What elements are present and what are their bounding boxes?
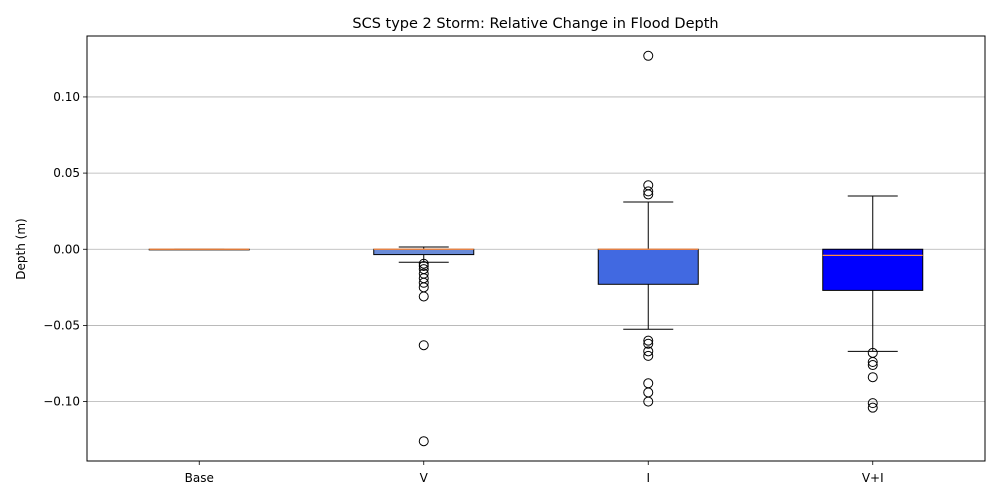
outlier-point	[418, 261, 429, 272]
y-ticks: 0.10 0.05 0.00 −0.05 −0.10	[43, 90, 87, 409]
box-i	[597, 50, 699, 407]
box-body	[597, 248, 699, 285]
box-v	[373, 246, 475, 447]
x-tick-label: I	[646, 471, 650, 485]
outlier-point	[643, 378, 654, 389]
outlier-point	[867, 398, 878, 409]
boxes-layer	[148, 50, 924, 447]
outlier-point	[418, 436, 429, 447]
box-body	[373, 248, 475, 256]
outlier-point	[643, 346, 654, 357]
outlier-point	[643, 350, 654, 361]
outlier-point	[867, 360, 878, 371]
y-tick-label: 0.10	[53, 90, 80, 104]
outlier-point	[867, 356, 878, 367]
outlier-point	[643, 338, 654, 349]
y-tick-label: −0.05	[43, 318, 80, 332]
y-tick-label: 0.05	[53, 166, 80, 180]
x-ticks: Base V I V+I	[185, 461, 884, 485]
y-axis-label: Depth (m)	[14, 218, 28, 279]
outlier-point	[643, 186, 654, 197]
y-tick-label: −0.10	[43, 395, 80, 409]
outlier-point	[643, 50, 654, 61]
outlier-point	[867, 372, 878, 383]
x-tick-label: Base	[185, 471, 214, 485]
outlier-point	[418, 340, 429, 351]
y-tick-label: 0.00	[53, 242, 80, 256]
x-tick-label: V+I	[862, 471, 884, 485]
outlier-point	[418, 277, 429, 288]
plot-frame	[86, 35, 986, 462]
chart-title: SCS type 2 Storm: Relative Change in Flo…	[352, 16, 718, 32]
outlier-point	[867, 402, 878, 413]
outlier-point	[643, 335, 654, 346]
x-tick-label: V	[420, 471, 429, 485]
box-body	[822, 248, 924, 291]
outlier-point	[418, 258, 429, 269]
outlier-point	[643, 189, 654, 200]
box-base	[148, 248, 250, 251]
outlier-point	[643, 387, 654, 398]
box-v-i	[822, 195, 924, 413]
outlier-point	[643, 396, 654, 407]
outlier-point	[418, 291, 429, 302]
